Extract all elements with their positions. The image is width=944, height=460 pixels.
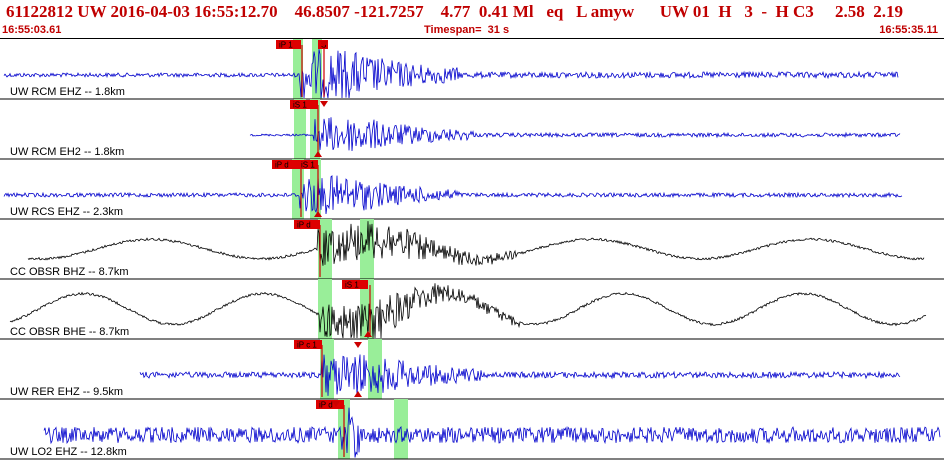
pick-window: [312, 39, 322, 99]
pick-window: [310, 159, 321, 219]
start-time: 16:55:03.61: [2, 24, 62, 36]
pick-marker: [276, 40, 301, 49]
channel-label: UW RER EHZ -- 9.5km: [10, 386, 123, 398]
pick-marker: [342, 280, 368, 289]
end-time: 16:55:35.11: [879, 24, 938, 36]
waveform-trace: [249, 117, 901, 152]
pick-label: iP d: [319, 401, 333, 410]
pick-label: iP d: [275, 161, 289, 170]
channel-label: CC OBSR BHZ -- 8.7km: [10, 266, 129, 278]
pick-window: [368, 339, 382, 399]
channel-label: UW RCM EH2 -- 1.8km: [10, 146, 124, 158]
pick-arrow-icon: [314, 151, 322, 157]
waveform-trace: [139, 354, 901, 396]
channel-label: CC OBSR BHE -- 8.7km: [10, 326, 129, 338]
pick-marker: [294, 220, 320, 229]
pick-label: iS 1: [293, 101, 307, 110]
event-summary-line: 61122812 UW 2016-04-03 16:55:12.70 46.85…: [6, 2, 904, 21]
waveform-trace: [27, 221, 925, 266]
pick-window: [318, 219, 332, 279]
pick-window: [294, 99, 306, 159]
pick-label: iP c 1: [297, 341, 317, 350]
channel-label: UW RCM EHZ -- 1.8km: [10, 86, 125, 98]
pick-window: [310, 99, 320, 159]
pick-arrow-icon: [364, 331, 372, 337]
pick-marker: [298, 160, 318, 169]
pick-arrow-icon: [354, 342, 362, 348]
waveform-trace: [43, 407, 941, 458]
timespan-label: Timespan= 31 s: [424, 24, 510, 36]
waveform-trace: [3, 49, 899, 99]
event-header: 61122812 UW 2016-04-03 16:55:12.70 46.85…: [0, 0, 944, 39]
pick-label: iS 1: [301, 161, 315, 170]
pick-label: iP 1: [279, 41, 293, 50]
channel-label: UW LO2 EHZ -- 12.8km: [10, 446, 127, 458]
waveform-trace: [9, 283, 927, 339]
pick-marker: [290, 100, 318, 109]
channel-label: UW RCS EHZ -- 2.3km: [10, 206, 123, 218]
pick-arrow-icon: [320, 41, 328, 47]
pick-arrow-icon: [314, 211, 322, 217]
pick-marker: [316, 400, 344, 409]
pick-marker: [294, 340, 322, 349]
pick-window: [293, 39, 303, 99]
pick-arrow-icon: [332, 401, 340, 407]
pick-marker: [272, 160, 298, 169]
pick-window: [318, 279, 332, 339]
pick-arrow-icon: [320, 101, 328, 107]
pick-arrow-icon: [354, 391, 362, 397]
waveform-trace: [3, 175, 903, 215]
pick-label: iP d: [297, 221, 311, 230]
pick-label: iS 1: [345, 281, 359, 290]
